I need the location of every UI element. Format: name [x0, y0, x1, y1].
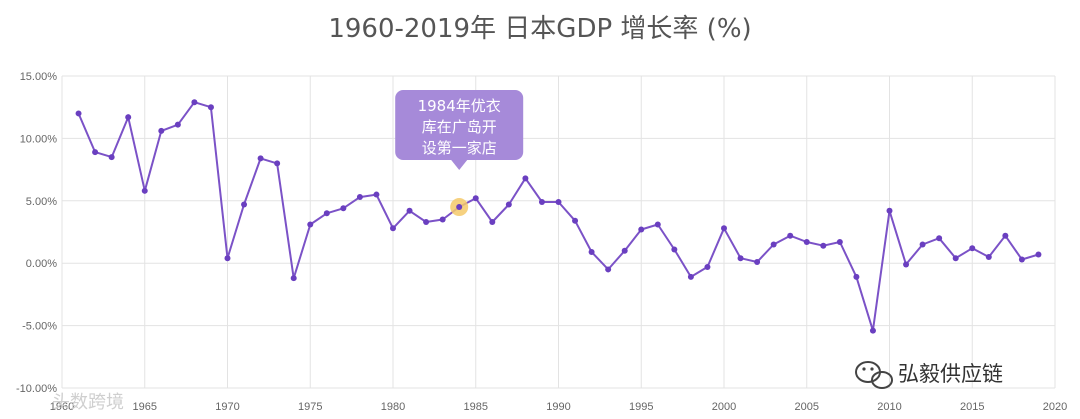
data-point[interactable] [522, 175, 529, 182]
data-point[interactable] [721, 225, 727, 232]
y-tick-label: 0.00% [26, 258, 57, 270]
x-tick-label: 1980 [381, 401, 405, 413]
data-point[interactable] [75, 110, 82, 117]
annotation-callout-box [395, 90, 524, 160]
data-point[interactable] [439, 216, 446, 223]
watermark-layer: 头数跨境 弘毅供应链 [52, 361, 1003, 413]
y-tick-label: -5.00% [22, 321, 57, 333]
data-point[interactable] [886, 207, 893, 214]
data-point[interactable] [423, 219, 430, 226]
annotation-text-line: 1984年优衣 [418, 97, 501, 115]
data-point[interactable] [1018, 256, 1025, 263]
data-point[interactable] [538, 199, 545, 206]
x-tick-label: 2010 [877, 401, 901, 413]
data-point[interactable] [969, 245, 976, 252]
data-point[interactable] [985, 253, 992, 260]
data-point[interactable] [770, 241, 777, 248]
data-point[interactable] [572, 217, 579, 224]
data-point[interactable] [257, 155, 264, 162]
data-point[interactable] [853, 273, 860, 280]
data-point[interactable] [274, 160, 281, 167]
annotation-text-line: 设第一家店 [422, 139, 497, 157]
x-tick-label: 1970 [215, 401, 239, 413]
data-point[interactable] [820, 242, 827, 249]
x-tick-label: 2015 [960, 401, 984, 413]
data-point[interactable] [356, 194, 363, 201]
data-point[interactable] [588, 248, 595, 255]
data-point[interactable] [737, 255, 744, 262]
data-point[interactable] [903, 261, 910, 268]
data-point[interactable] [141, 187, 148, 194]
x-tick-label: 1975 [298, 401, 322, 413]
data-point[interactable] [638, 226, 645, 233]
axes: 15.00% 10.00% 5.00% 0.00% -5.00% -10.00% 1960 1… [16, 71, 1067, 413]
data-point[interactable] [406, 207, 413, 214]
annotation-callout-pointer [451, 160, 468, 170]
data-point[interactable] [555, 199, 562, 206]
wechat-icon [855, 361, 893, 389]
annotation-text-line: 库在广岛开 [422, 118, 497, 136]
data-point[interactable] [671, 246, 678, 253]
data-point[interactable] [373, 191, 380, 198]
grid [61, 75, 1056, 389]
data-point[interactable] [704, 263, 711, 270]
data-point[interactable] [654, 221, 661, 228]
data-point[interactable] [191, 99, 198, 106]
data-point[interactable] [340, 205, 347, 212]
data-point[interactable] [125, 114, 132, 121]
data-point[interactable] [158, 127, 165, 134]
data-point[interactable] [323, 210, 330, 217]
data-point[interactable] [505, 201, 512, 208]
x-tick-label: 1995 [629, 401, 653, 413]
series-layer [75, 99, 1042, 334]
data-point[interactable] [787, 232, 794, 239]
data-point[interactable] [307, 221, 314, 228]
y-tick-label: 10.00% [20, 133, 58, 145]
data-point[interactable] [687, 273, 694, 280]
data-point[interactable] [207, 104, 214, 111]
data-point[interactable] [224, 255, 231, 262]
data-point[interactable] [836, 238, 843, 245]
data-point[interactable] [390, 225, 396, 232]
data-point[interactable] [754, 258, 761, 265]
data-point[interactable] [936, 235, 943, 242]
x-tick-label: 2000 [712, 401, 736, 413]
y-tick-label: 15.00% [20, 71, 58, 83]
x-tick-label: 1960 [50, 401, 74, 413]
watermark-right-text: 弘毅供应链 [898, 362, 1003, 386]
watermark-left-text: 头数跨境 [52, 392, 124, 413]
data-point[interactable] [108, 154, 115, 161]
y-tick-label: -10.00% [16, 383, 57, 395]
data-point[interactable] [1002, 232, 1009, 239]
y-tick-label: 5.00% [26, 196, 57, 208]
data-point[interactable] [472, 195, 479, 202]
data-point[interactable] [919, 241, 926, 248]
data-point[interactable] [803, 238, 810, 245]
data-point[interactable] [241, 201, 248, 208]
x-tick-label: 1965 [133, 401, 157, 413]
data-point[interactable] [605, 266, 612, 273]
data-point[interactable] [290, 275, 297, 282]
x-tick-label: 1990 [546, 401, 570, 413]
data-point[interactable] [174, 121, 181, 128]
data-point[interactable] [952, 255, 959, 262]
x-tick-label: 1985 [464, 401, 488, 413]
x-tick-label: 2005 [795, 401, 819, 413]
annotation-point [456, 204, 463, 211]
data-point[interactable] [621, 247, 628, 254]
data-point[interactable] [92, 149, 99, 156]
chart-title: 1960-2019年 日本GDP 增长率 (%) [328, 14, 752, 44]
data-point[interactable] [869, 327, 876, 334]
x-tick-label: 2020 [1043, 401, 1067, 413]
data-point[interactable] [1035, 251, 1042, 258]
data-point[interactable] [489, 219, 496, 226]
